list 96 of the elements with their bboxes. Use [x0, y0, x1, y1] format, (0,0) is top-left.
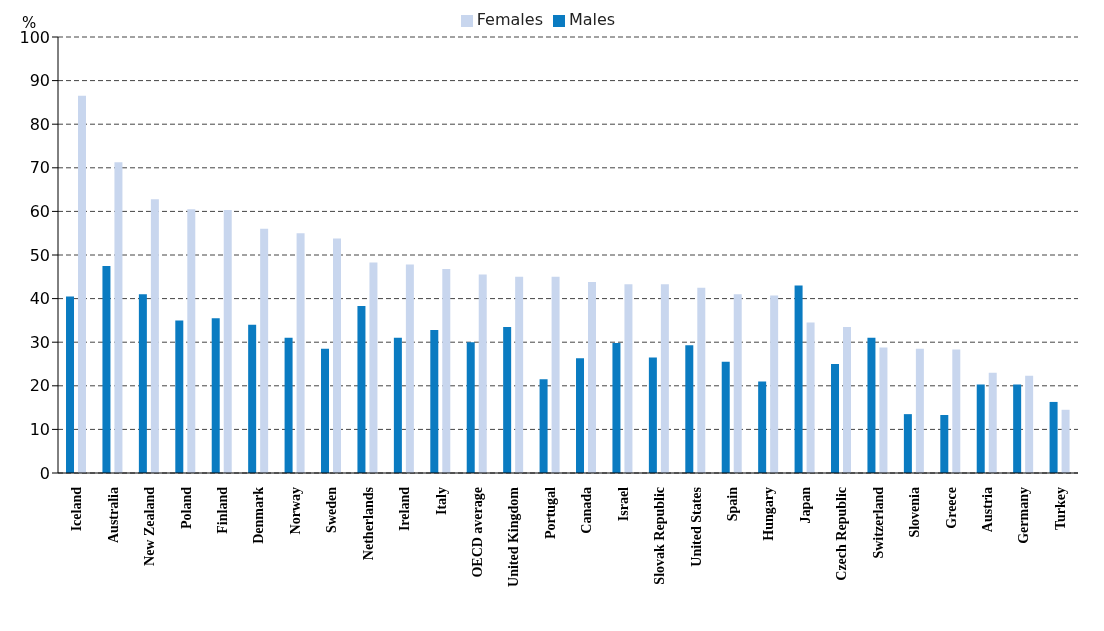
y-tick-label: 40: [29, 289, 50, 309]
y-tick-label: 80: [29, 114, 50, 134]
bar: [843, 326, 852, 473]
bar: [405, 264, 414, 473]
bar: [478, 274, 487, 473]
bar: [393, 337, 402, 473]
legend-label: Females: [476, 10, 543, 29]
bar: [794, 285, 803, 473]
bar: [588, 282, 597, 473]
bar: [612, 343, 621, 473]
x-tick-label: Slovenia: [907, 487, 923, 538]
bar: [539, 379, 548, 473]
y-tick-label: 90: [29, 71, 50, 91]
bar: [114, 162, 123, 473]
x-tick-label: Canada: [579, 487, 595, 534]
bar: [1013, 384, 1022, 473]
bar: [515, 276, 524, 473]
x-tick-label: Hungary: [761, 487, 777, 541]
bar: [175, 320, 184, 473]
x-tick-label: Turkey: [1052, 487, 1068, 531]
bar: [357, 306, 366, 473]
x-tick-label: Portugal: [542, 486, 558, 540]
x-tick-label: Germany: [1016, 487, 1032, 544]
bar: [102, 265, 111, 473]
bar: [770, 295, 779, 473]
bar: [903, 414, 912, 473]
bar: [150, 199, 159, 473]
x-tick-label: Czech Republic: [834, 487, 850, 581]
y-tick-label: 20: [29, 376, 50, 396]
x-tick-label: Austria: [979, 487, 995, 533]
bar: [138, 294, 147, 473]
bar: [211, 318, 220, 473]
bar: [503, 326, 512, 473]
x-tick-label: United Kingdom: [506, 486, 522, 587]
bar: [187, 209, 196, 473]
x-tick-label: Ireland: [397, 486, 413, 532]
bar: [248, 324, 257, 473]
y-tick-label: 70: [29, 158, 50, 178]
bar: [915, 348, 924, 473]
x-tick-label: Switzerland: [870, 486, 886, 559]
bar: [321, 348, 330, 473]
y-tick-label: 10: [29, 420, 50, 440]
bar: [442, 268, 451, 473]
bar: [260, 228, 269, 473]
x-tick-label: Denmark: [251, 486, 267, 544]
bar: [1049, 401, 1058, 473]
x-tick-label: Iceland: [69, 486, 85, 532]
y-tick-label: 60: [29, 202, 50, 222]
bar: [576, 358, 585, 473]
bar: [1025, 375, 1034, 473]
bar: [296, 233, 305, 473]
x-tick-label: New Zealand: [142, 486, 158, 566]
bar: [66, 296, 75, 473]
x-tick-label: Netherlands: [360, 486, 376, 561]
bar: [733, 294, 742, 473]
x-tick-label: Italy: [433, 487, 449, 515]
bar: [1061, 409, 1070, 473]
bar: [879, 347, 888, 473]
bar: [697, 287, 706, 473]
bar: [806, 322, 815, 473]
bar: [685, 345, 694, 473]
y-tick-label: 30: [29, 332, 50, 352]
x-tick-label: Poland: [178, 486, 194, 530]
bar: [831, 364, 840, 473]
bar: [466, 342, 475, 473]
bar: [976, 384, 985, 473]
bar: [952, 349, 961, 473]
bar: [624, 284, 633, 473]
x-tick-label: Finland: [214, 486, 230, 534]
x-tick-label: Slovak Republic: [652, 487, 668, 585]
x-tick-label: United States: [688, 486, 704, 567]
bar: [660, 284, 669, 473]
bar: [940, 415, 949, 473]
x-tick-label: Norway: [287, 487, 303, 535]
bar: [369, 262, 378, 473]
x-tick-label: Israel: [615, 486, 631, 522]
bar: [223, 210, 232, 473]
bar: [333, 238, 342, 473]
bar: [867, 337, 876, 473]
bar: [430, 329, 439, 473]
x-tick-label: Spain: [724, 486, 740, 522]
bar: [648, 357, 657, 473]
y-tick-label: 50: [29, 245, 50, 265]
bar: [721, 361, 730, 473]
bar: [758, 381, 767, 473]
bar: [551, 276, 560, 473]
bar: [284, 337, 293, 473]
bar: [988, 372, 997, 473]
y-tick-label: 0: [39, 463, 50, 483]
x-tick-label: Japan: [797, 486, 813, 524]
bar: [78, 95, 87, 473]
x-tick-label: Sweden: [324, 486, 340, 533]
x-tick-label: OECD average: [469, 487, 485, 578]
x-tick-label: Greece: [943, 487, 959, 529]
x-tick-label: Australia: [105, 487, 121, 543]
legend-label: Males: [568, 10, 616, 29]
